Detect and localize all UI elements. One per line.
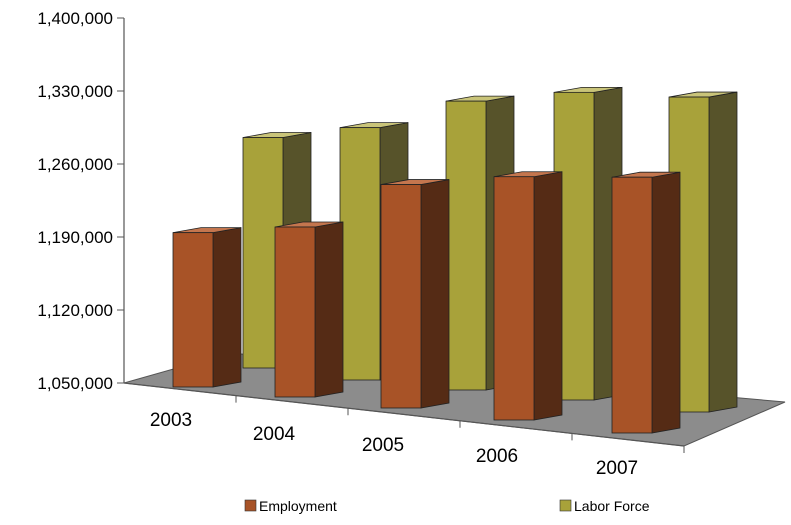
- bar-side-face: [420, 179, 450, 409]
- bar-front-face: [274, 226, 316, 398]
- x-axis-ticks: 2003 2004 2005 2006 2007: [150, 395, 685, 479]
- y-tick-label: 1,400,000: [37, 9, 113, 28]
- bar-front-face: [611, 176, 653, 434]
- bar-front-face: [172, 232, 214, 388]
- x-tick-label: 2004: [253, 424, 296, 445]
- bar-front-face: [339, 127, 381, 381]
- floor-front-edge: [123, 382, 685, 447]
- employment-bar-2006: [493, 171, 563, 421]
- bar-side-face: [314, 221, 344, 398]
- y-tick-label: 1,190,000: [37, 228, 113, 247]
- legend-label-employment: Employment: [259, 498, 337, 514]
- y-tick-label: 1,050,000: [37, 374, 113, 393]
- bar-side-face: [708, 91, 738, 413]
- employment-bar-2003: [172, 227, 242, 388]
- x-tick-label: 2003: [150, 410, 192, 431]
- x-tick-label: 2005: [362, 435, 404, 456]
- bar-front-face: [445, 100, 487, 391]
- bar-front-face: [493, 176, 535, 421]
- x-tick-label: 2007: [596, 458, 638, 479]
- employment-bars: [172, 171, 681, 434]
- employment-bar-2007: [611, 171, 681, 434]
- y-tick-label: 1,120,000: [37, 301, 113, 320]
- y-tick-label: 1,260,000: [37, 155, 113, 174]
- bar-side-face: [533, 171, 563, 421]
- legend-swatch-labor-force: [559, 499, 572, 512]
- bar-side-face: [212, 227, 242, 388]
- legend-label-labor-force: Labor Force: [574, 498, 650, 514]
- legend: Employment Labor Force: [244, 498, 650, 514]
- bar-side-face: [651, 171, 681, 434]
- y-axis-ticks: 1,050,000 1,120,000 1,190,000 1,260,000 1,33…: [37, 9, 124, 393]
- x-tick-label: 2006: [476, 446, 518, 467]
- bar-front-face: [380, 184, 422, 409]
- y-tick-label: 1,330,000: [37, 82, 113, 101]
- employment-bar-2004: [274, 221, 344, 398]
- employment-bar-2005: [380, 179, 450, 409]
- legend-swatch-employment: [244, 499, 257, 512]
- labor-force-bar-2007: [668, 91, 738, 413]
